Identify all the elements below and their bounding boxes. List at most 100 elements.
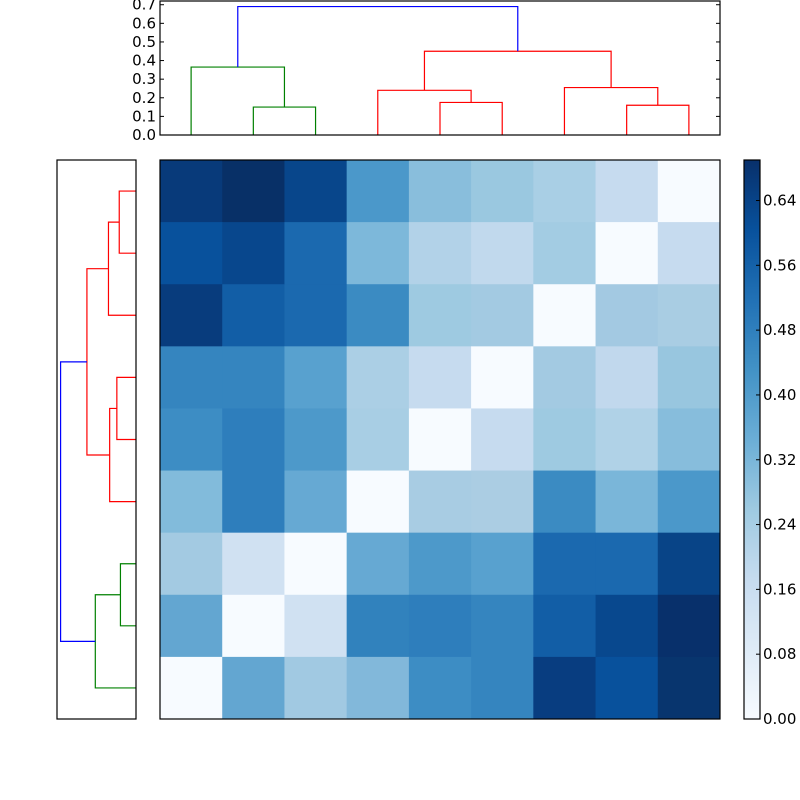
colorbar-tick-label: 0.40	[763, 386, 796, 404]
heatmap-cell: 0.58	[160, 222, 223, 285]
heatmap-cell: 0	[471, 346, 534, 409]
heatmap-cell: 0.38	[284, 408, 348, 472]
heatmap-cell: 0	[284, 532, 348, 596]
colorbar-tick-label: 0.48	[763, 321, 796, 339]
heatmap-cell: 0.42	[533, 470, 597, 534]
top-dendrogram: 0.00.10.20.30.40.50.60.7	[132, 0, 721, 144]
heatmap-cell: 0.69	[222, 160, 285, 223]
heatmap-cell: 0.52	[284, 222, 348, 285]
heatmap-cell: 0.26	[533, 222, 597, 285]
heatmap-cell: 0	[657, 160, 721, 223]
heatmap-cell: 0.24	[471, 470, 534, 534]
colorbar-tick-label: 0.16	[763, 580, 796, 598]
heatmap-cell: 0.37	[471, 532, 534, 596]
heatmap-cell: 0.31	[346, 656, 410, 720]
colorbar-tick-label: 0.56	[763, 256, 796, 274]
heatmap-cell: 0	[595, 222, 659, 285]
heatmap-cell: 0.62	[222, 222, 285, 285]
heatmap-cell: 0.32	[595, 470, 659, 534]
heatmap: 0.660.690.620.380.30.280.240.1500.580.62…	[159, 159, 721, 720]
heatmap-cell: 0.24	[346, 346, 410, 409]
heatmap-cell: 0.46	[222, 470, 285, 534]
heatmap-cell: 0.3	[657, 408, 721, 472]
heatmap-cell: 0.26	[533, 346, 597, 409]
heatmap-cell: 0.24	[408, 470, 472, 534]
dendrogram-link	[109, 407, 136, 503]
heatmap-cell: 0	[533, 284, 597, 347]
heatmap-cell: 0.52	[284, 284, 348, 347]
heatmap-cell: 0.52	[595, 532, 659, 596]
heatmap-cell: 0.44	[222, 346, 285, 409]
dendrogram-link	[190, 66, 286, 135]
heatmap-cell: 0.62	[657, 532, 721, 596]
ytick-label: 0.6	[132, 14, 156, 32]
top-dendrogram-frame	[159, 0, 721, 136]
heatmap-cell: 0	[346, 470, 410, 534]
colorbar-tick-label: 0.24	[763, 516, 796, 534]
heatmap-cell: 0.55	[533, 594, 597, 658]
left-dendrogram	[56, 159, 137, 720]
ytick-label: 0.3	[132, 70, 156, 88]
left-dendrogram-frame	[56, 159, 137, 720]
heatmap-cell: 0.62	[595, 594, 659, 658]
heatmap-cell: 0.26	[595, 284, 659, 347]
heatmap-cell: 0.7	[657, 594, 721, 658]
heatmap-cell: 0.38	[408, 532, 472, 596]
heatmap-cell: 0.38	[346, 160, 410, 223]
dendrogram-link	[563, 86, 659, 135]
ytick-label: 0.2	[132, 89, 156, 107]
dendrogram-link	[626, 104, 690, 135]
heatmap-cell: 0.16	[471, 408, 534, 472]
heatmap-cell: 0.66	[160, 160, 223, 223]
colorbar-gradient	[743, 159, 761, 720]
ytick-label: 0.1	[132, 107, 156, 125]
heatmap-cell: 0.13	[284, 594, 348, 658]
heatmap-cell: 0.22	[408, 222, 472, 285]
heatmap-cell: 0.28	[471, 160, 534, 223]
heatmap-cell: 0.35	[346, 532, 410, 596]
ytick-label: 0.7	[132, 0, 156, 14]
heatmap-frame	[159, 159, 721, 720]
dendrogram-link	[116, 376, 136, 441]
heatmap-cell: 0.42	[160, 408, 223, 472]
heatmap-cell: 0.26	[471, 284, 534, 347]
heatmap-cell: 0.46	[222, 408, 285, 472]
heatmap-cell: 0.15	[657, 222, 721, 285]
heatmap-cell: 0.46	[408, 594, 472, 658]
heatmap-cell: 0	[160, 656, 223, 720]
dendrogram-link	[118, 190, 136, 254]
heatmap-cell: 0.52	[533, 532, 597, 596]
heatmap-cell: 0.68	[657, 656, 721, 720]
dendrogram-link	[252, 106, 317, 135]
heatmap-cell: 0.13	[222, 532, 285, 596]
heatmap-cell: 0.24	[533, 160, 597, 223]
heatmap-cell: 0.3	[408, 160, 472, 223]
heatmap-cell: 0.27	[533, 408, 597, 472]
heatmap-cell: 0	[408, 408, 472, 472]
colorbar-tick-label: 0.00	[763, 710, 796, 728]
heatmap-cell: 0.55	[222, 284, 285, 347]
heatmap-cell: 0.46	[346, 594, 410, 658]
heatmap-cell: 0.31	[160, 470, 223, 534]
heatmap-cell: 0.44	[160, 346, 223, 409]
heatmap-cell: 0.28	[657, 346, 721, 409]
heatmap-cell: 0.26	[160, 532, 223, 596]
ytick-label: 0.4	[132, 52, 156, 70]
dendrogram-link	[423, 50, 612, 91]
heatmap-cell: 0.27	[408, 284, 472, 347]
heatmap-cell: 0.44	[471, 656, 534, 720]
heatmap-cell: 0.38	[657, 470, 721, 534]
dendrogram-link	[94, 594, 136, 689]
colorbar-tick-label: 0.64	[763, 192, 796, 210]
heatmap-cell: 0.24	[657, 284, 721, 347]
heatmap-cell: 0.64	[160, 284, 223, 347]
heatmap-cell: 0.62	[284, 160, 348, 223]
heatmap-cell: 0.16	[408, 346, 472, 409]
colorbar: 0.00 0.08 0.16 0.24 0.32 0.40 0.48 0.56 0.64	[743, 159, 796, 728]
colorbar-tick-label: 0.08	[763, 645, 796, 663]
dendrogram-link	[59, 361, 96, 642]
dendrogram-link	[439, 101, 503, 135]
dendrogram-link	[119, 563, 136, 627]
dendrogram-link	[107, 221, 136, 316]
